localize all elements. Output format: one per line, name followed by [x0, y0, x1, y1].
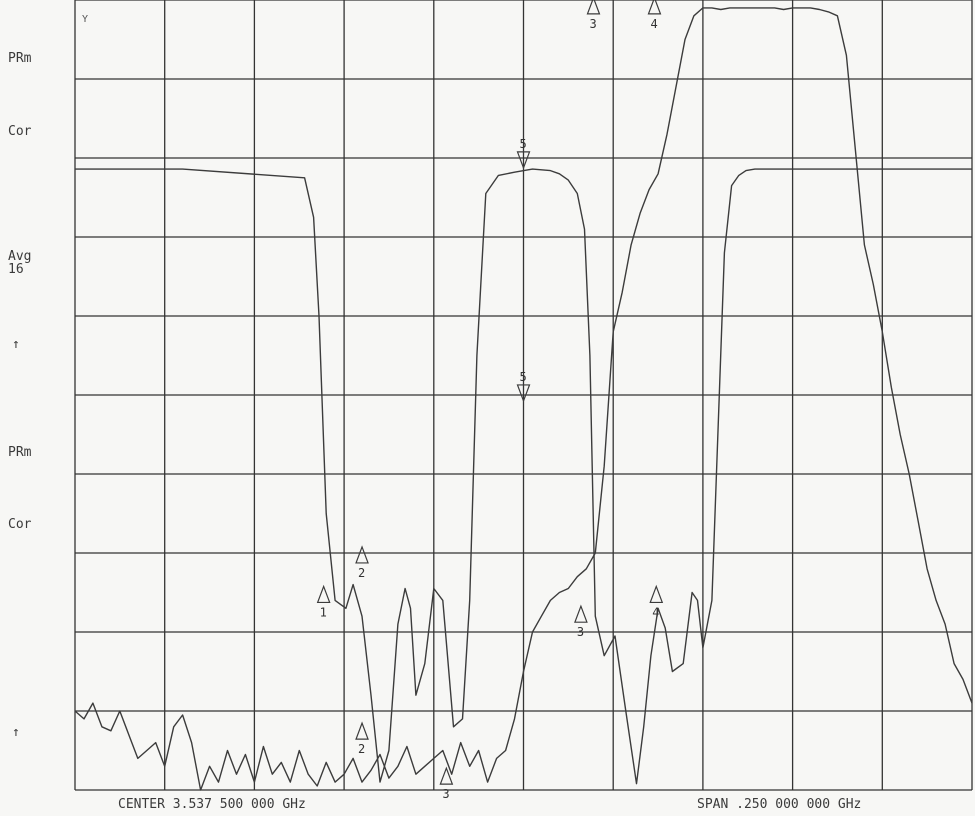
- graticule: [74, 0, 973, 791]
- marker-triangle: [516, 151, 531, 170]
- marker-3: 3: [586, 0, 601, 31]
- upper-ref-arrow: ↑: [12, 337, 20, 352]
- marker-4: 4: [647, 0, 662, 31]
- marker-triangle: [574, 604, 588, 623]
- avg-label: Avg: [8, 249, 32, 264]
- marker-label: 3: [577, 625, 584, 639]
- center-frequency-label: CENTER 3.537 500 000 GHz: [118, 797, 306, 812]
- marker-label: 3: [442, 787, 449, 801]
- lower-prm-label: PRm: [8, 445, 32, 460]
- marker-label: 5: [520, 137, 527, 151]
- upper-prm-label: PRm: [8, 51, 32, 66]
- marker-label: 1: [320, 605, 327, 619]
- marker-label: 5: [520, 370, 527, 384]
- marker-triangle: [647, 0, 662, 15]
- marker-5: 5: [516, 370, 531, 403]
- marker-1: 1: [316, 584, 331, 619]
- marker-label: 3: [589, 17, 596, 31]
- upper-cor-label: Cor: [8, 124, 32, 139]
- trace-1: [75, 168, 972, 785]
- marker-triangle: [516, 384, 531, 403]
- marker-label: 2: [358, 742, 365, 756]
- marker-triangle: [649, 584, 664, 604]
- avg-count-label: 16: [8, 262, 24, 277]
- marker-label: 4: [652, 605, 659, 619]
- marker-label: 4: [650, 17, 657, 31]
- marker-5: 5: [516, 137, 531, 170]
- marker-triangle: [586, 0, 601, 15]
- trace-2: [74, 7, 973, 791]
- lower-ref-arrow: ↑: [12, 725, 20, 740]
- marker-3: 3: [574, 604, 588, 639]
- marker-2: 2: [355, 545, 369, 580]
- marker-label: 2: [358, 566, 365, 580]
- marker-triangle: [316, 584, 331, 604]
- markers: 1 2 2 3 5 5 3 3 4 4: [316, 0, 664, 801]
- traces: [74, 7, 973, 791]
- marker-triangle: [355, 721, 369, 740]
- marker-3: 3: [439, 766, 454, 801]
- marker-triangle: [439, 766, 454, 785]
- span-label: SPAN .250 000 000 GHz: [697, 797, 862, 812]
- marker-4: 4: [649, 584, 664, 619]
- marker-triangle: [355, 545, 369, 564]
- lower-cor-label: Cor: [8, 517, 32, 532]
- marker-2: 2: [355, 721, 369, 756]
- trace-indicator-mark: Y: [82, 14, 88, 25]
